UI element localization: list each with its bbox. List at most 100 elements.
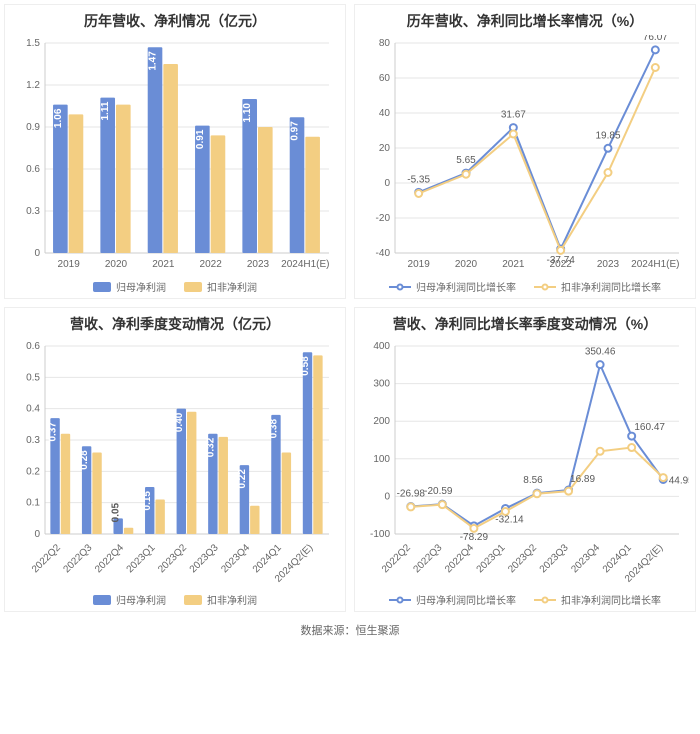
svg-text:0.5: 0.5 — [26, 372, 40, 383]
legend-item: 扣非净利润 — [184, 592, 257, 607]
svg-text:0.28: 0.28 — [79, 450, 90, 470]
svg-text:0.6: 0.6 — [26, 341, 40, 352]
svg-text:5.65: 5.65 — [456, 155, 476, 166]
svg-text:-5.35: -5.35 — [407, 174, 430, 185]
chart-quarterly-bar: 00.10.20.30.40.50.62022Q22022Q32022Q4202… — [9, 338, 341, 588]
legend-swatch — [184, 282, 202, 292]
svg-text:2024H1(E): 2024H1(E) — [281, 259, 329, 270]
chart-grid: 历年营收、净利情况（亿元） 00.30.60.91.21.52019202020… — [0, 0, 700, 612]
svg-text:2019: 2019 — [58, 259, 81, 270]
svg-text:1.11: 1.11 — [100, 101, 111, 120]
legend-label: 扣非净利润同比增长率 — [561, 592, 661, 607]
svg-text:0.9: 0.9 — [26, 122, 40, 133]
svg-text:0.40: 0.40 — [174, 412, 185, 432]
svg-text:0.38: 0.38 — [268, 419, 279, 439]
svg-text:-20.59: -20.59 — [424, 486, 453, 497]
svg-text:0.05: 0.05 — [111, 502, 122, 522]
svg-text:2023: 2023 — [247, 259, 270, 270]
svg-text:0.3: 0.3 — [26, 206, 40, 217]
svg-text:16.89: 16.89 — [570, 474, 595, 485]
legend-label: 扣非净利润 — [207, 592, 257, 607]
svg-text:1.47: 1.47 — [148, 51, 159, 71]
legend-label: 扣非净利润同比增长率 — [561, 279, 661, 294]
svg-text:2022Q4: 2022Q4 — [443, 542, 476, 575]
svg-text:0.22: 0.22 — [237, 469, 248, 489]
svg-text:80: 80 — [379, 38, 391, 49]
svg-text:-26.98: -26.98 — [397, 489, 426, 500]
svg-text:2022: 2022 — [200, 259, 223, 270]
legend-line-swatch — [389, 595, 411, 605]
svg-text:0.32: 0.32 — [205, 437, 216, 457]
legend: 归母净利润 扣非净利润 — [9, 592, 341, 607]
legend-label: 扣非净利润 — [207, 279, 257, 294]
svg-text:44.95: 44.95 — [669, 475, 689, 486]
legend-line-swatch — [534, 595, 556, 605]
svg-text:20: 20 — [379, 143, 391, 154]
svg-text:350.46: 350.46 — [585, 347, 616, 358]
svg-text:2021: 2021 — [502, 259, 525, 270]
svg-text:200: 200 — [373, 416, 390, 427]
svg-text:19.85: 19.85 — [595, 130, 620, 141]
legend-item: 归母净利润同比增长率 — [389, 592, 516, 607]
svg-text:2020: 2020 — [105, 259, 128, 270]
svg-text:2023: 2023 — [597, 259, 620, 270]
panel-title: 历年营收、净利情况（亿元） — [9, 11, 341, 31]
svg-text:0.4: 0.4 — [26, 404, 40, 415]
svg-text:1.06: 1.06 — [53, 108, 64, 128]
panel-title: 营收、净利同比增长率季度变动情况（%） — [359, 314, 691, 334]
svg-text:2023Q2: 2023Q2 — [506, 542, 539, 575]
panel-title: 营收、净利季度变动情况（亿元） — [9, 314, 341, 334]
svg-text:2023Q3: 2023Q3 — [188, 542, 221, 575]
panel-annual-growth: 历年营收、净利同比增长率情况（%） -40-200204060802019202… — [354, 4, 696, 299]
legend-label: 归母净利润同比增长率 — [416, 279, 516, 294]
legend-line-swatch — [534, 282, 556, 292]
svg-text:0.15: 0.15 — [142, 491, 153, 511]
svg-text:0: 0 — [34, 248, 40, 259]
svg-text:400: 400 — [373, 341, 390, 352]
svg-text:1.2: 1.2 — [26, 80, 40, 91]
legend-item: 扣非净利润同比增长率 — [534, 592, 661, 607]
chart-annual-bar: 00.30.60.91.21.5201920202021202220232024… — [9, 35, 341, 275]
svg-text:60: 60 — [379, 73, 391, 84]
svg-text:-37.74: -37.74 — [546, 255, 575, 266]
svg-text:2023Q4: 2023Q4 — [569, 542, 602, 575]
svg-text:2023Q4: 2023Q4 — [219, 542, 252, 575]
legend-swatch — [93, 595, 111, 605]
svg-text:-20: -20 — [376, 213, 391, 224]
svg-text:2023Q3: 2023Q3 — [538, 542, 571, 575]
svg-text:2023Q2: 2023Q2 — [156, 542, 189, 575]
svg-text:-100: -100 — [370, 529, 390, 540]
legend-swatch — [184, 595, 202, 605]
legend-label: 归母净利润同比增长率 — [416, 592, 516, 607]
svg-text:2022Q4: 2022Q4 — [93, 542, 126, 575]
svg-text:0.97: 0.97 — [290, 121, 301, 141]
svg-text:0.91: 0.91 — [195, 129, 206, 149]
panel-title: 历年营收、净利同比增长率情况（%） — [359, 11, 691, 31]
svg-text:76.07: 76.07 — [643, 35, 668, 43]
svg-text:2022Q2: 2022Q2 — [380, 542, 413, 575]
svg-text:300: 300 — [373, 379, 390, 390]
svg-text:100: 100 — [373, 454, 390, 465]
svg-text:2024H1(E): 2024H1(E) — [631, 259, 679, 270]
svg-text:0.6: 0.6 — [26, 164, 40, 175]
svg-text:-32.14: -32.14 — [495, 514, 524, 525]
svg-text:0.3: 0.3 — [26, 435, 40, 446]
legend-swatch — [93, 282, 111, 292]
svg-text:2019: 2019 — [408, 259, 431, 270]
legend-label: 归母净利润 — [116, 279, 166, 294]
legend-item: 归母净利润 — [93, 592, 166, 607]
legend: 归母净利润同比增长率 扣非净利润同比增长率 — [359, 592, 691, 607]
legend-item: 归母净利润 — [93, 279, 166, 294]
svg-text:2023Q1: 2023Q1 — [125, 542, 158, 575]
legend-line-swatch — [389, 282, 411, 292]
svg-text:2021: 2021 — [152, 259, 175, 270]
svg-text:2023Q1: 2023Q1 — [475, 542, 508, 575]
svg-text:1.10: 1.10 — [242, 103, 253, 123]
svg-text:0.37: 0.37 — [48, 422, 59, 442]
legend: 归母净利润 扣非净利润 — [9, 279, 341, 294]
svg-text:-40: -40 — [376, 248, 391, 259]
chart-quarterly-line: -10001002003004002022Q22022Q32022Q42023Q… — [359, 338, 691, 588]
svg-text:2022Q3: 2022Q3 — [412, 542, 445, 575]
svg-text:0.2: 0.2 — [26, 466, 40, 477]
svg-text:160.47: 160.47 — [634, 422, 665, 433]
